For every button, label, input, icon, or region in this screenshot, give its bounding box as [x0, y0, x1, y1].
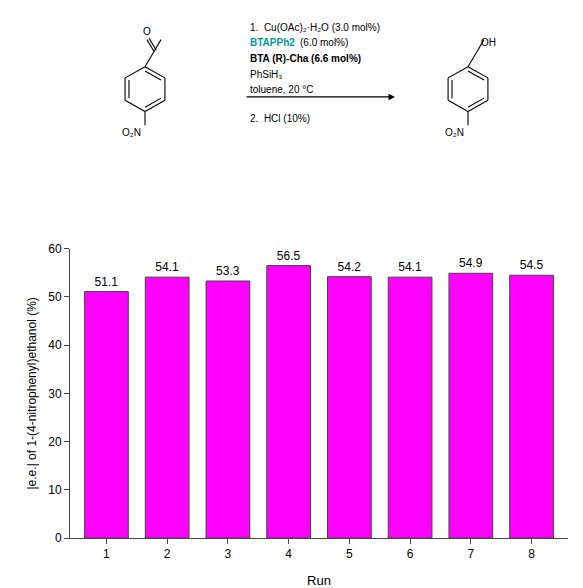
svg-text:10: 10: [48, 483, 62, 497]
svg-text:4: 4: [285, 547, 292, 561]
svg-text:53.3: 53.3: [216, 264, 240, 278]
svg-text:2. HCl (10%): 2. HCl (10%): [250, 113, 310, 124]
svg-text:54.5: 54.5: [520, 258, 544, 272]
svg-text:1: 1: [103, 547, 110, 561]
svg-text:1. Cu(OAc)₂·H₂O (3.0 mol%): 1. Cu(OAc)₂·H₂O (3.0 mol%): [250, 22, 380, 33]
svg-text:20: 20: [48, 435, 62, 449]
svg-text:6: 6: [407, 547, 414, 561]
svg-text:Run: Run: [307, 573, 331, 588]
svg-text:BTAPPh2: BTAPPh2: [250, 37, 295, 48]
svg-text:2: 2: [164, 547, 171, 561]
svg-text:O₂N: O₂N: [445, 127, 464, 138]
svg-text:40: 40: [48, 338, 62, 352]
svg-text:54.1: 54.1: [155, 260, 179, 274]
svg-text:PhSiH₃: PhSiH₃: [250, 69, 282, 80]
svg-text:54.1: 54.1: [398, 260, 422, 274]
svg-text:O: O: [143, 26, 151, 37]
svg-text:5: 5: [346, 547, 353, 561]
svg-text:56.5: 56.5: [277, 249, 301, 263]
svg-text:(6.0 mol%): (6.0 mol%): [300, 37, 348, 48]
svg-text:51.1: 51.1: [95, 275, 119, 289]
svg-text:54.9: 54.9: [459, 256, 483, 270]
svg-text:O₂N: O₂N: [122, 127, 141, 138]
svg-text:|e.e.| of 1-(4-nitrophenyl)eth: |e.e.| of 1-(4-nitrophenyl)ethanol (%): [25, 297, 39, 489]
svg-text:3: 3: [225, 547, 232, 561]
svg-text:30: 30: [48, 387, 62, 401]
svg-text:54.2: 54.2: [338, 260, 362, 274]
svg-text:toluene, 20 °C: toluene, 20 °C: [250, 84, 314, 95]
svg-text:OH: OH: [481, 37, 496, 48]
svg-text:7: 7: [467, 547, 474, 561]
svg-text:0: 0: [55, 531, 62, 545]
svg-text:BTA (R)-Cha (6.6 mol%): BTA (R)-Cha (6.6 mol%): [250, 53, 361, 64]
svg-text:8: 8: [528, 547, 535, 561]
svg-text:50: 50: [48, 290, 62, 304]
svg-text:60: 60: [48, 242, 62, 256]
